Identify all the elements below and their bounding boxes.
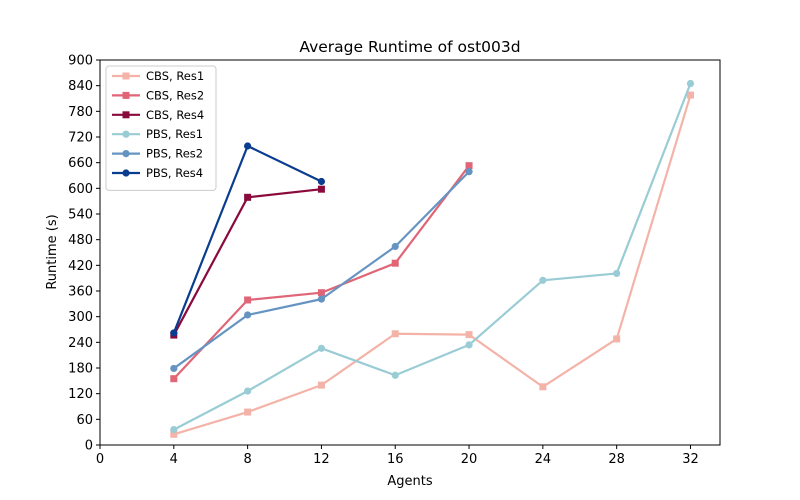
- legend-marker: [122, 91, 130, 99]
- legend-item: CBS, Res4: [112, 108, 204, 122]
- series-4: [170, 168, 473, 373]
- y-tick-label: 540: [68, 208, 93, 223]
- y-tick-label: 780: [68, 105, 93, 120]
- y-tick-label: 900: [68, 54, 93, 69]
- data-point: [465, 168, 473, 176]
- data-point: [465, 162, 473, 170]
- series-5: [170, 142, 326, 337]
- y-tick-label: 240: [68, 336, 93, 351]
- data-point: [317, 295, 326, 303]
- data-point: [244, 408, 252, 416]
- legend-marker: [122, 169, 130, 177]
- legend: CBS, Res1 CBS, Res2 CBS, Res4 PBS, Res1 PBS,…: [105, 65, 217, 191]
- series-line-4: [172, 170, 471, 370]
- y-tick-label: 660: [68, 156, 93, 171]
- data-point: [613, 269, 621, 278]
- data-point: [244, 296, 252, 304]
- legend-box: [105, 65, 217, 191]
- data-point: [539, 276, 547, 284]
- legend-item: PBS, Res1: [112, 127, 203, 141]
- y-tick-label: 360: [68, 285, 93, 300]
- chart-title: Average Runtime of ost003d: [299, 38, 520, 56]
- data-point: [391, 259, 399, 267]
- x-tick-label: 28: [608, 452, 625, 467]
- x-tick-label: 16: [387, 452, 404, 467]
- data-point: [170, 364, 178, 373]
- legend-label: PBS, Res1: [146, 127, 203, 141]
- series-3: [170, 79, 695, 434]
- x-tick-label: 12: [313, 452, 330, 467]
- data-point: [244, 311, 252, 319]
- y-tick-label: 420: [68, 259, 93, 274]
- x-tick-label: 32: [682, 452, 699, 467]
- data-point: [244, 142, 252, 150]
- y-tick-label: 480: [68, 233, 93, 248]
- axes-layer: 0 4 8 12 16 20 24 28 32 0 60 120 180 240 300 360 420 480 5…: [68, 54, 721, 467]
- legend-marker: [122, 111, 130, 119]
- legend-label: CBS, Res4: [146, 108, 204, 122]
- y-tick-label: 300: [68, 310, 93, 325]
- data-point: [465, 341, 473, 349]
- data-point: [465, 331, 473, 339]
- y-tick-label: 180: [68, 362, 93, 377]
- data-point: [686, 79, 695, 88]
- legend-label: CBS, Res2: [146, 88, 204, 102]
- legend-label: PBS, Res2: [146, 147, 203, 161]
- x-tick-label: 0: [96, 452, 104, 467]
- y-tick-label: 600: [68, 182, 93, 197]
- series-0: [170, 91, 694, 438]
- data-point: [391, 371, 399, 379]
- y-tick-label: 0: [85, 439, 93, 454]
- legend-item: PBS, Res4: [112, 166, 203, 180]
- legend-marker: [122, 150, 130, 158]
- data-point: [317, 289, 325, 297]
- series-layer: [170, 79, 695, 438]
- series-1: [170, 162, 473, 383]
- data-point: [170, 426, 178, 434]
- x-tick-label: 24: [535, 452, 552, 467]
- x-tick-label: 4: [170, 452, 178, 467]
- legend-label: CBS, Res1: [146, 69, 204, 83]
- data-point: [170, 375, 178, 383]
- legend-item: PBS, Res2: [112, 147, 203, 161]
- data-point: [317, 185, 325, 193]
- x-tick-label: 8: [243, 452, 251, 467]
- data-point: [317, 381, 325, 389]
- y-tick-label: 60: [76, 413, 93, 428]
- y-tick-label: 840: [68, 79, 93, 94]
- data-point: [317, 177, 326, 186]
- data-point: [244, 193, 252, 201]
- data-point: [170, 329, 178, 337]
- series-line-3: [172, 82, 692, 431]
- legend-item: CBS, Res1: [112, 69, 204, 83]
- x-tick-label: 20: [461, 452, 478, 467]
- x-axis-title: Agents: [387, 474, 432, 489]
- y-tick-label: 120: [68, 387, 93, 402]
- data-point: [391, 242, 399, 251]
- data-point: [170, 430, 178, 438]
- data-point: [391, 330, 399, 338]
- legend-item: CBS, Res2: [112, 88, 204, 102]
- data-point: [244, 387, 252, 395]
- data-point: [317, 344, 326, 352]
- data-point: [686, 91, 694, 99]
- legend-marker: [122, 130, 130, 138]
- y-axis-title: Runtime (s): [45, 214, 60, 289]
- data-point: [613, 335, 621, 343]
- y-tick-label: 720: [68, 131, 93, 146]
- plot-frame: [99, 59, 721, 446]
- legend-marker: [122, 72, 130, 80]
- data-point: [539, 383, 547, 391]
- legend-label: PBS, Res4: [146, 166, 203, 180]
- series-line-0: [172, 93, 692, 436]
